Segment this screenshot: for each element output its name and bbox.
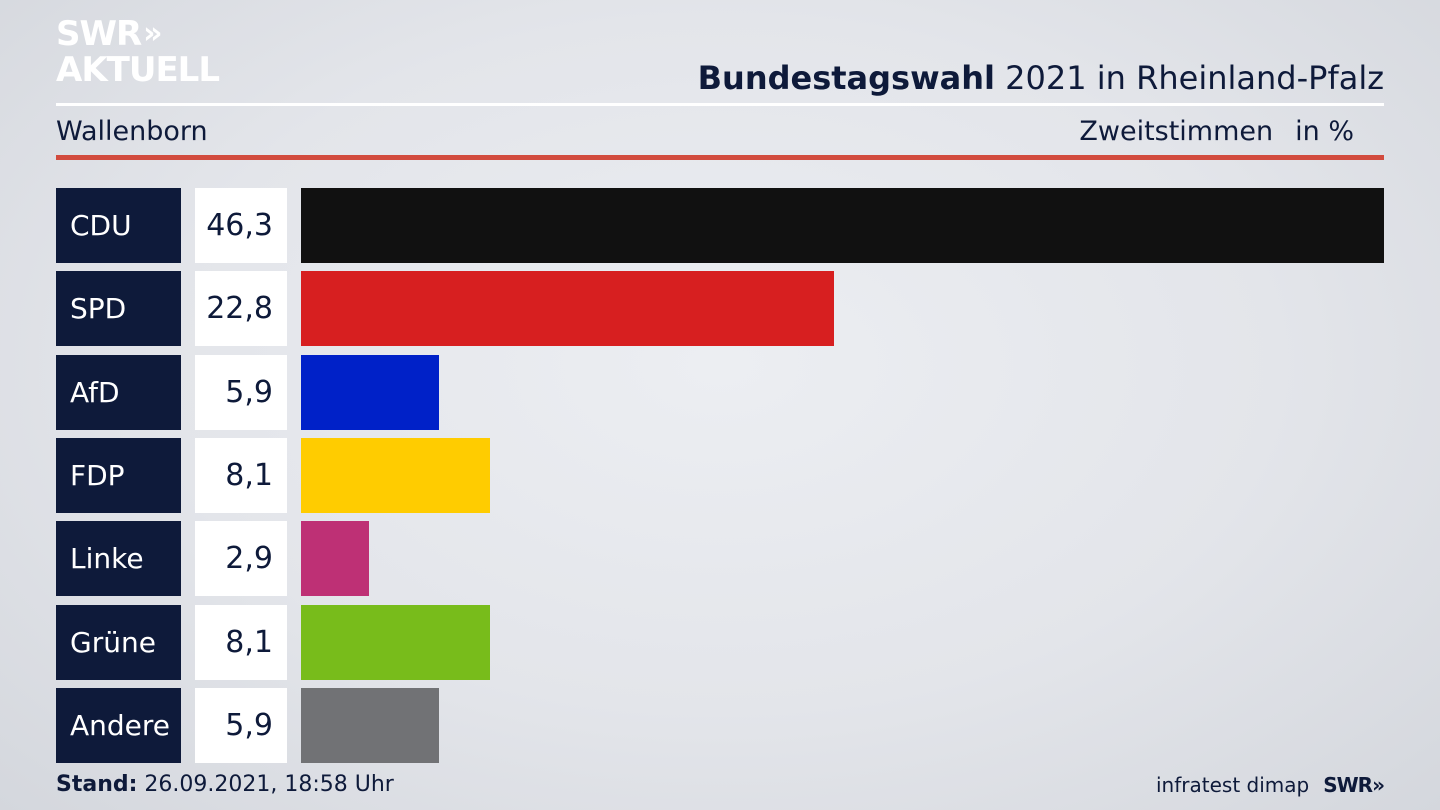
logo-aktuell-text: AKTUELL	[56, 50, 220, 90]
logo-swr-text: SWR	[56, 14, 142, 54]
bar-fdp	[301, 437, 490, 513]
measure-text: Zweitstimmen	[1079, 116, 1274, 147]
value-label: 2,9	[195, 521, 287, 597]
bar-row-fdp: FDP 8,1	[56, 437, 1384, 513]
accent-divider	[56, 155, 1384, 160]
bar-cdu	[301, 188, 1384, 263]
page-title: Bundestagswahl 2021 in Rheinland-Pfalz	[698, 58, 1384, 98]
party-label: Grüne	[56, 604, 181, 680]
bar-spd	[301, 271, 834, 347]
logo-chevron-icon: »	[143, 16, 163, 51]
title-strong: Bundestagswahl	[697, 59, 995, 97]
bar-grüne	[301, 604, 490, 680]
value-label: 22,8	[195, 271, 287, 347]
party-label: CDU	[56, 188, 181, 263]
value-label: 8,1	[195, 604, 287, 680]
region-label: Wallenborn	[56, 116, 208, 147]
header-divider	[56, 103, 1384, 106]
party-label: FDP	[56, 437, 181, 513]
bar-row-andere: Andere 5,9	[56, 687, 1384, 763]
value-label: 46,3	[195, 188, 287, 263]
title-rest: 2021 in Rheinland-Pfalz	[995, 59, 1384, 97]
swr-aktuell-logo: SWR » AKTUELL	[56, 14, 220, 90]
stand-value: 26.09.2021, 18:58 Uhr	[137, 772, 394, 797]
bar-row-afd: AfD 5,9	[56, 354, 1384, 430]
value-label: 5,9	[195, 687, 287, 763]
bar-afd	[301, 354, 439, 430]
measure-label: Zweitstimmen in %	[1079, 114, 1354, 150]
bar-row-spd: SPD 22,8	[56, 271, 1384, 347]
unit-text: in %	[1295, 116, 1354, 147]
bar-row-grüne: Grüne 8,1	[56, 604, 1384, 680]
value-label: 5,9	[195, 354, 287, 430]
bar-row-cdu: CDU 46,3	[56, 188, 1384, 263]
swr-brand-logo: SWR»	[1323, 773, 1385, 797]
footer-credits: infratest dimap SWR»	[1156, 770, 1385, 800]
party-label: Andere	[56, 687, 181, 763]
timestamp: Stand: 26.09.2021, 18:58 Uhr	[56, 770, 394, 800]
bar-andere	[301, 687, 439, 763]
value-label: 8,1	[195, 437, 287, 513]
party-label: Linke	[56, 521, 181, 597]
party-label: AfD	[56, 354, 181, 430]
bar-row-linke: Linke 2,9	[56, 521, 1384, 597]
stand-label: Stand:	[56, 772, 138, 797]
party-label: SPD	[56, 271, 181, 347]
bar-linke	[301, 521, 369, 597]
source-label: infratest dimap	[1156, 773, 1310, 797]
